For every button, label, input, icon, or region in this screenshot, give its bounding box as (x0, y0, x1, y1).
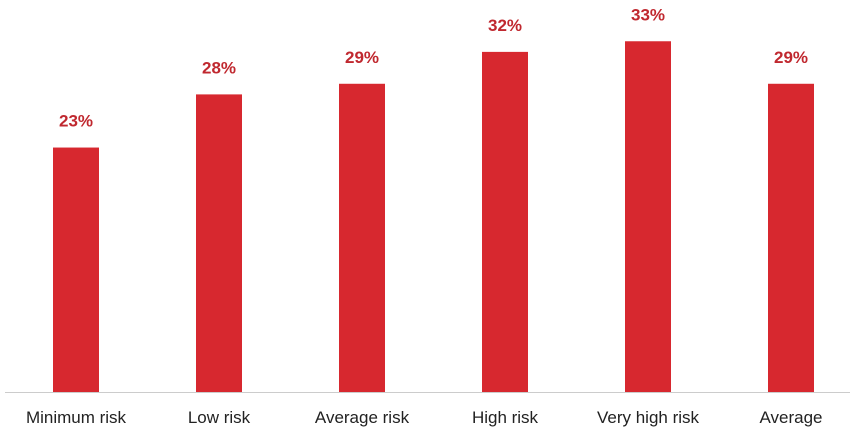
bar-average-risk (339, 83, 385, 393)
category-label-average: Average (759, 408, 822, 427)
value-label-high-risk: 32% (488, 16, 522, 35)
value-label-average-risk: 29% (345, 48, 379, 67)
bar-low-risk (196, 94, 242, 393)
bar-high-risk (482, 51, 528, 393)
value-label-minimum-risk: 23% (59, 112, 93, 131)
bar-very-high-risk (625, 41, 671, 392)
bar-minimum-risk (53, 147, 99, 392)
bar-average (768, 83, 814, 393)
value-label-low-risk: 28% (202, 58, 236, 77)
value-labels-layer: 23% 28% 29% 32% 33% 29% (59, 5, 808, 130)
value-label-average: 29% (774, 48, 808, 67)
category-labels-layer: Minimum risk Low risk Average risk High ris… (26, 408, 823, 427)
category-label-very-high-risk: Very high risk (597, 408, 700, 427)
category-label-minimum-risk: Minimum risk (26, 408, 127, 427)
category-label-average-risk: Average risk (315, 408, 410, 427)
value-label-very-high-risk: 33% (631, 5, 665, 24)
category-label-high-risk: High risk (472, 408, 539, 427)
bars-layer (53, 41, 814, 393)
category-label-low-risk: Low risk (188, 408, 251, 427)
